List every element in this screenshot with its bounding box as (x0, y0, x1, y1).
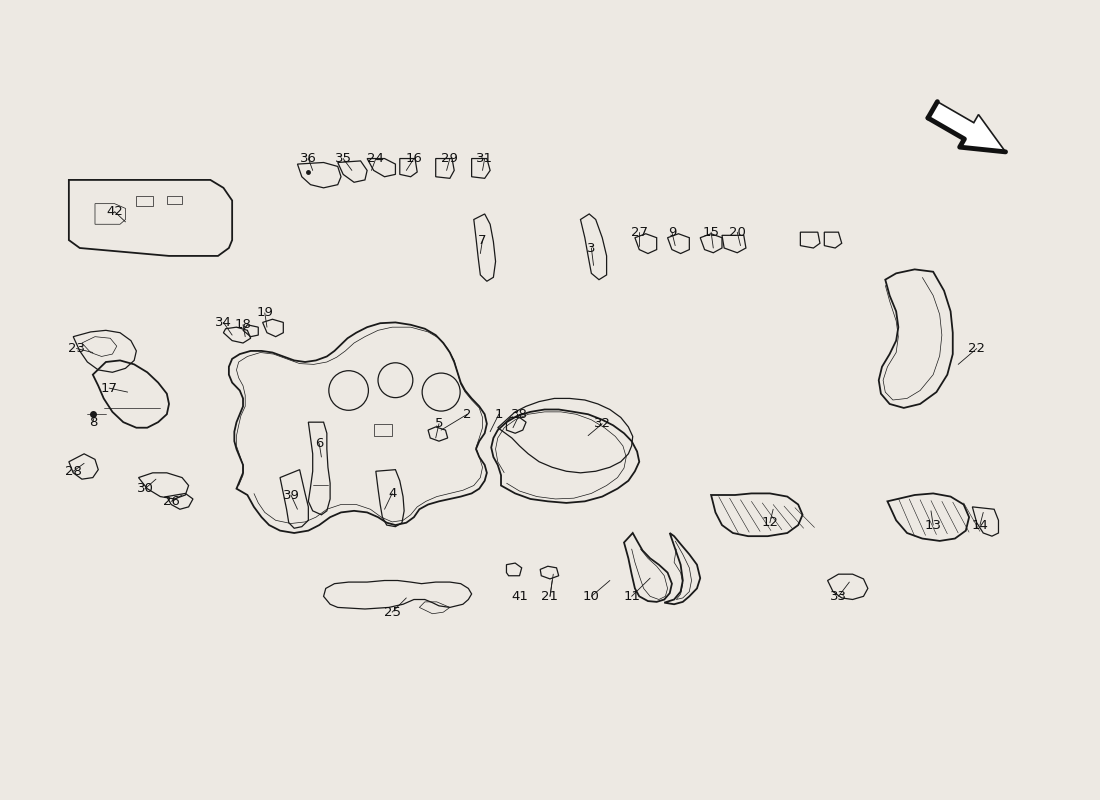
Text: 9: 9 (668, 226, 676, 238)
Text: 28: 28 (65, 465, 81, 478)
Text: 35: 35 (334, 152, 352, 165)
Text: 16: 16 (406, 152, 422, 165)
Text: 1: 1 (495, 408, 503, 421)
Text: 36: 36 (300, 152, 317, 165)
Polygon shape (928, 102, 1005, 152)
Text: 19: 19 (256, 306, 273, 319)
Text: 39: 39 (283, 489, 299, 502)
Text: 20: 20 (729, 226, 746, 238)
Text: 32: 32 (594, 418, 610, 430)
Text: 30: 30 (136, 482, 154, 495)
Text: 10: 10 (583, 590, 600, 603)
Text: 12: 12 (761, 516, 779, 530)
Text: 8: 8 (89, 416, 97, 429)
Text: 34: 34 (214, 316, 232, 329)
Text: 31: 31 (476, 152, 493, 165)
Text: 25: 25 (384, 606, 400, 618)
Text: 22: 22 (968, 342, 986, 355)
Text: 23: 23 (68, 342, 85, 355)
Text: 26: 26 (163, 495, 179, 508)
Text: 11: 11 (623, 590, 640, 603)
Text: 15: 15 (703, 226, 719, 238)
Text: 29: 29 (441, 152, 459, 165)
Text: 14: 14 (971, 518, 989, 531)
Text: 24: 24 (367, 152, 384, 165)
Text: 33: 33 (830, 590, 847, 603)
Text: 21: 21 (541, 590, 559, 603)
Text: 6: 6 (315, 437, 323, 450)
Text: 41: 41 (512, 590, 528, 603)
Text: 3: 3 (587, 242, 595, 254)
Text: 4: 4 (388, 487, 396, 500)
Text: 42: 42 (106, 205, 123, 218)
Text: 5: 5 (434, 418, 443, 430)
Text: 18: 18 (234, 318, 252, 331)
Text: 7: 7 (478, 234, 487, 246)
Text: 17: 17 (100, 382, 118, 394)
Text: 2: 2 (463, 408, 472, 421)
Text: 38: 38 (512, 408, 528, 421)
Text: 27: 27 (630, 226, 648, 238)
Text: 13: 13 (925, 518, 942, 531)
